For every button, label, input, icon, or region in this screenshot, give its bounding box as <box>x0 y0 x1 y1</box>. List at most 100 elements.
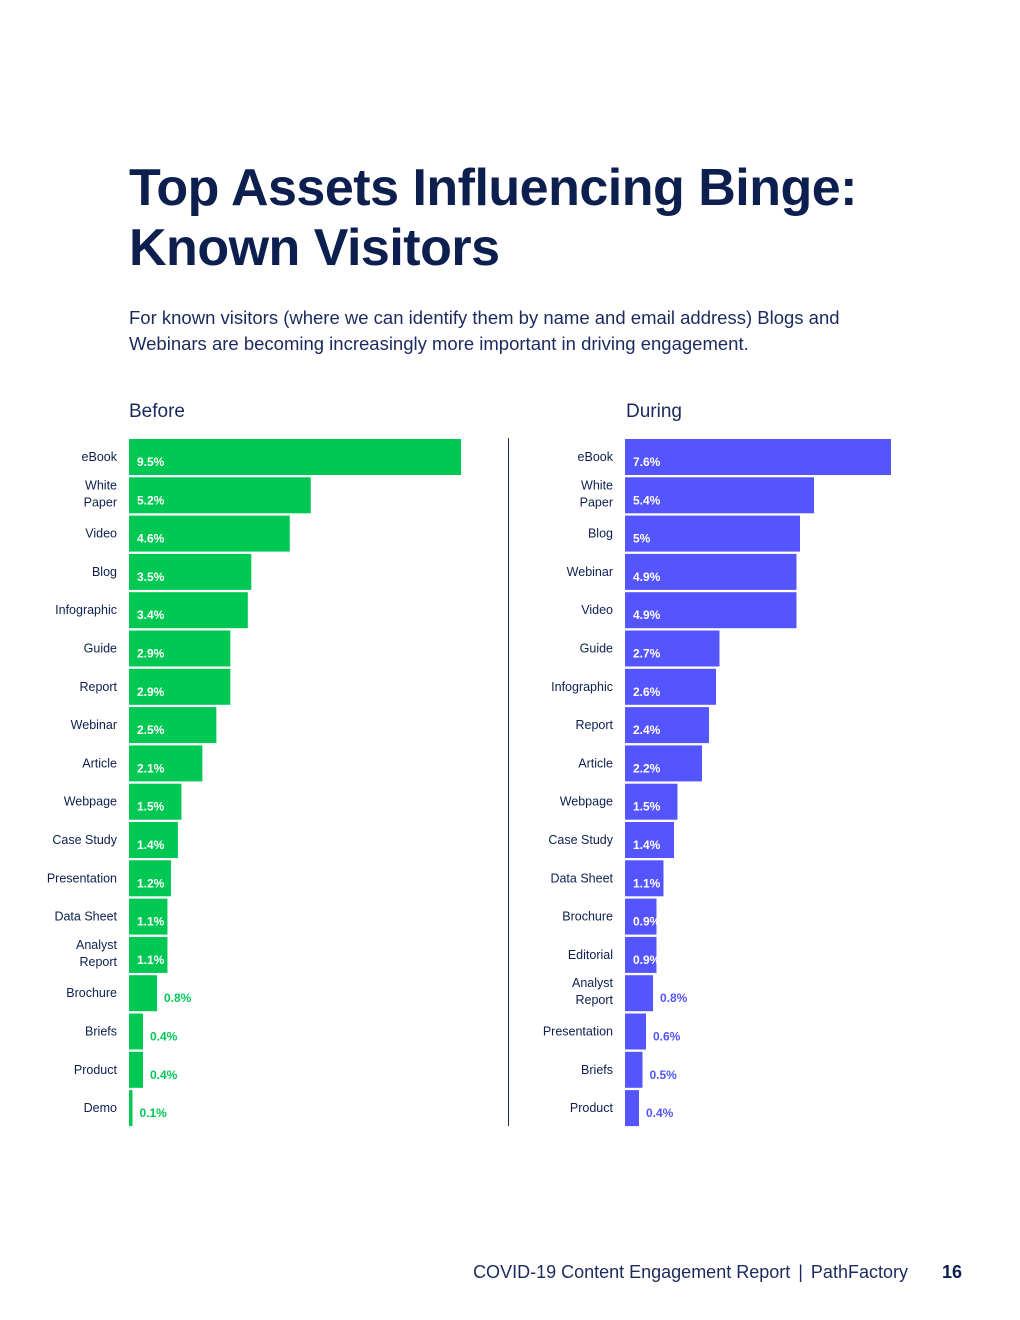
before-value-label-video: 4.6% <box>137 532 165 546</box>
before-category-label-data-sheet: Data Sheet <box>54 910 117 924</box>
during-category-label-blog: Blog <box>588 527 613 541</box>
footer-brand: PathFactory <box>810 1262 908 1282</box>
before-chart-title: Before <box>129 401 185 422</box>
during-category-label-video: Video <box>581 603 613 617</box>
before-bar-presentation <box>129 860 171 897</box>
before-value-label-report: 2.9% <box>137 685 165 699</box>
intro-paragraph: For known visitors (where we can identif… <box>129 307 840 354</box>
during-category-label-infographic: Infographic <box>551 680 613 694</box>
before-bar-video <box>129 515 290 552</box>
during-bar-webinar <box>625 553 797 590</box>
during-value-label-guide: 2.7% <box>633 647 661 661</box>
during-bar-report <box>625 707 709 744</box>
page-footer: COVID-19 Content Engagement Report | PathF… <box>420 1262 962 1283</box>
before-bar-report <box>129 668 231 705</box>
before-value-label-article: 2.1% <box>137 761 165 775</box>
before-bar-infographic <box>129 592 248 629</box>
before-value-label-guide: 2.9% <box>137 647 165 661</box>
during-value-label-briefs: 0.5% <box>650 1068 678 1082</box>
before-category-label-demo: Demo <box>84 1101 117 1115</box>
during-bar-blog <box>625 515 800 552</box>
page-number: 16 <box>941 1262 962 1282</box>
before-value-label-briefs: 0.4% <box>150 1030 178 1044</box>
during-category-label-article: Article <box>578 756 613 770</box>
before-category-label-white-paper: White Paper <box>84 478 117 509</box>
during-value-label-blog: 5% <box>633 532 651 546</box>
during-category-label-ebook: eBook <box>578 450 614 464</box>
during-category-label-brochure: Brochure <box>562 910 613 924</box>
during-bar-briefs <box>625 1051 643 1088</box>
during-bar-analyst-report <box>625 975 653 1012</box>
during-value-label-brochure: 0.9% <box>633 915 661 929</box>
during-value-label-case-study: 1.4% <box>633 838 661 852</box>
before-category-label-webpage: Webpage <box>64 795 117 809</box>
during-bar-guide <box>625 630 720 667</box>
during-value-label-ebook: 7.6% <box>633 455 661 469</box>
before-value-label-brochure: 0.8% <box>164 991 192 1005</box>
during-bar-ebook <box>625 439 891 475</box>
before-bar-white-paper <box>129 477 311 514</box>
before-bar-webinar <box>129 707 217 744</box>
before-category-label-product: Product <box>74 1063 118 1077</box>
before-bar-case-study <box>129 822 178 858</box>
during-category-label-analyst-report: Analyst Report <box>572 976 614 1007</box>
before-bar-data-sheet <box>129 898 168 935</box>
page-title-line-1: Top Assets Influencing Binge: <box>129 159 857 217</box>
during-chart-title: During <box>626 401 682 422</box>
during-bar-editorial <box>625 936 657 973</box>
before-bar-demo <box>129 1090 133 1127</box>
before-category-label-briefs: Briefs <box>85 1025 117 1039</box>
during-bar-product <box>625 1090 639 1127</box>
before-bar-brochure <box>129 975 157 1012</box>
before-value-label-infographic: 3.4% <box>137 608 165 622</box>
before-category-label-guide: Guide <box>84 642 117 656</box>
during-value-label-editorial: 0.9% <box>633 953 661 967</box>
during-bar-case-study <box>625 822 674 858</box>
during-bar-data-sheet <box>625 860 664 897</box>
before-category-label-brochure: Brochure <box>66 986 117 1000</box>
before-value-label-product: 0.4% <box>150 1068 178 1082</box>
during-bar-presentation <box>625 1013 646 1050</box>
before-bar-article <box>129 745 203 782</box>
before-value-label-webpage: 1.5% <box>137 800 165 814</box>
during-value-label-webpage: 1.5% <box>633 800 661 814</box>
during-category-label-white-paper: White Paper <box>580 478 613 509</box>
before-bar-webpage <box>129 783 182 820</box>
footer-separator: | <box>798 1262 803 1282</box>
before-value-label-white-paper: 5.2% <box>137 493 165 507</box>
before-bar-guide <box>129 630 231 667</box>
during-value-label-data-sheet: 1.1% <box>633 876 661 890</box>
before-value-label-blog: 3.5% <box>137 570 165 584</box>
during-category-label-report: Report <box>575 718 613 732</box>
before-category-label-blog: Blog <box>92 565 117 579</box>
during-value-label-analyst-report: 0.8% <box>660 991 688 1005</box>
during-value-label-article: 2.2% <box>633 761 661 775</box>
during-category-label-presentation: Presentation <box>543 1025 613 1039</box>
before-value-label-analyst-report: 1.1% <box>137 953 165 967</box>
before-bar-blog <box>129 553 252 590</box>
before-value-label-data-sheet: 1.1% <box>137 915 165 929</box>
during-category-label-data-sheet: Data Sheet <box>550 871 613 885</box>
during-value-label-report: 2.4% <box>633 723 661 737</box>
during-bar-video <box>625 592 797 629</box>
during-bar-white-paper <box>625 477 814 514</box>
chart-divider <box>508 438 509 1126</box>
before-category-label-report: Report <box>79 680 117 694</box>
before-category-label-presentation: Presentation <box>47 871 117 885</box>
during-bar-webpage <box>625 783 678 820</box>
during-category-label-webinar: Webinar <box>567 565 613 579</box>
during-category-label-guide: Guide <box>580 642 613 656</box>
during-value-label-product: 0.4% <box>646 1106 674 1120</box>
before-value-label-case-study: 1.4% <box>137 838 165 852</box>
during-category-label-briefs: Briefs <box>581 1063 613 1077</box>
before-value-label-ebook: 9.5% <box>137 455 165 469</box>
page-title-line-2: Known Visitors <box>129 219 500 277</box>
before-bar-briefs <box>129 1013 143 1050</box>
during-bar-article <box>625 745 702 782</box>
during-bar-brochure <box>625 898 657 935</box>
before-category-label-analyst-report: Analyst Report <box>76 938 118 969</box>
before-category-label-case-study: Case Study <box>52 833 117 847</box>
during-bar-infographic <box>625 668 716 705</box>
during-value-label-presentation: 0.6% <box>653 1030 681 1044</box>
before-category-label-video: Video <box>85 527 117 541</box>
